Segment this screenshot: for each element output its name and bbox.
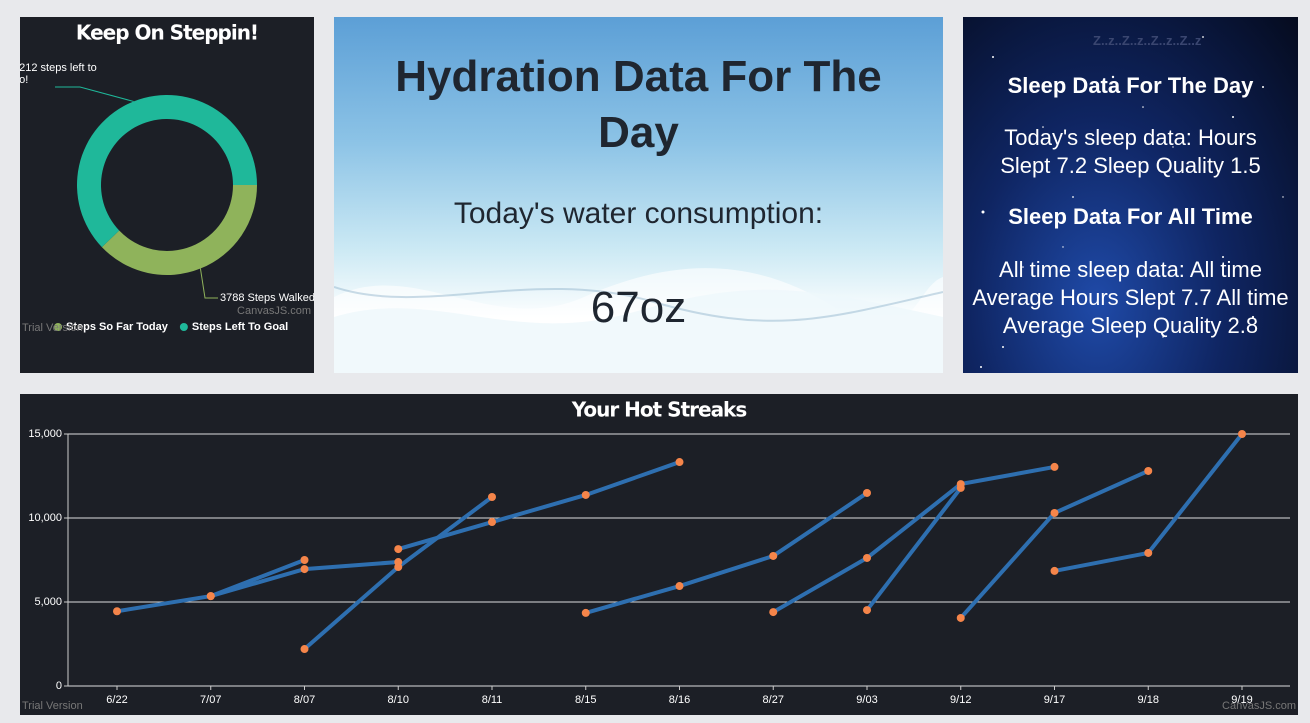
line-series	[772, 464, 1055, 614]
x-tick-label: 8/07	[294, 694, 315, 706]
steps-left-label: 6212 steps left to go!	[20, 62, 97, 86]
point	[394, 563, 403, 572]
legend-marker	[179, 323, 188, 331]
x-tick-label: 6/22	[106, 694, 127, 706]
steps-panel: Keep On Steppin! 3788 Steps Walked Steps S…	[20, 17, 314, 373]
legend-marker	[54, 323, 62, 331]
wave-line	[334, 286, 943, 322]
x-tick-label: 8/27	[763, 694, 784, 706]
chart-title: Keep On Steppin!	[76, 21, 258, 45]
line-series	[303, 495, 494, 651]
sleep-all-time-title: Sleep Data For All Time	[1008, 204, 1253, 229]
point	[300, 556, 309, 564]
sleep-all-time: All time sleep data: All time Average Ho…	[972, 257, 1289, 338]
point	[863, 488, 871, 497]
streaks-panel: Your Hot Streaks 0 5,000 10,000 15,000 6/22 7/…	[20, 394, 1298, 715]
x-tick-label: 8/16	[669, 694, 690, 706]
doughnut-chart: Keep On Steppin! 3788 Steps Walked Steps S…	[22, 21, 314, 334]
sleep-today: Today's sleep data: Hours Slept 7.2 Slee…	[1000, 125, 1261, 178]
point	[300, 565, 309, 574]
watermark: Trial Version	[22, 700, 83, 712]
chart-title: Your Hot Streaks	[571, 398, 747, 422]
hydration-label: Today's water consumption:	[453, 197, 824, 230]
doughnut-slice	[77, 95, 257, 248]
x-tick-label: 9/18	[1138, 694, 1159, 706]
point	[113, 607, 121, 616]
point	[300, 645, 309, 654]
x-tick-label: 9/19	[1231, 694, 1252, 706]
point	[675, 582, 684, 591]
point	[488, 493, 496, 501]
point	[675, 458, 684, 467]
y-tick-label: 10,000	[28, 512, 62, 524]
watermark: Trial Version	[22, 322, 83, 334]
sleep-title: Sleep Data For The Day	[1007, 73, 1254, 98]
point	[206, 592, 215, 601]
point	[956, 613, 965, 622]
data-label: 3788 Steps Walked	[220, 292, 314, 304]
legend-label: Steps So Far Today	[66, 321, 169, 333]
point	[769, 551, 778, 560]
stars	[980, 36, 1284, 368]
point	[581, 608, 590, 617]
line-chart: Your Hot Streaks 0 5,000 10,000 15,000 6/22 7/…	[22, 398, 1296, 712]
line-series	[865, 486, 963, 612]
point	[394, 545, 403, 554]
point	[581, 490, 590, 499]
waves	[334, 268, 943, 373]
line-series	[116, 558, 306, 614]
point	[769, 608, 778, 617]
x-tick-label: 8/10	[388, 694, 409, 706]
line-series	[959, 469, 1150, 620]
x-tick-label: 9/12	[950, 694, 971, 706]
x-tick-label: 8/15	[575, 694, 596, 706]
legend-label: Steps Left To Goal	[192, 321, 288, 333]
x-tick-label: 9/17	[1044, 694, 1065, 706]
y-tick-label: 15,000	[28, 428, 62, 440]
point	[1050, 462, 1059, 471]
line-series	[397, 460, 681, 552]
sleep-decor: Z..z..Z..z..Z..z..Z..z	[1093, 33, 1202, 48]
hydration-title: Hydration Data For The Day	[395, 52, 882, 157]
credit: CanvasJS.com	[1222, 700, 1296, 712]
point	[1050, 508, 1059, 517]
wave	[334, 289, 943, 373]
star-field	[980, 36, 1284, 368]
point	[956, 483, 965, 492]
hydration-amount: 67oz	[590, 283, 687, 332]
sleep-panel: Z..z..Z..z..Z..z..Z..z Sleep Data For Th…	[963, 17, 1298, 373]
point	[1144, 548, 1153, 557]
point	[1144, 466, 1153, 475]
doughnut-slice	[101, 185, 257, 275]
x-tick-label: 9/03	[856, 694, 877, 706]
point	[1050, 566, 1059, 575]
line-series	[585, 491, 869, 615]
x-tick-label: 7/07	[200, 694, 221, 706]
x-tick-label: 8/11	[482, 694, 503, 706]
point	[1238, 430, 1246, 438]
y-tick-label: 5,000	[34, 596, 62, 608]
point	[488, 518, 496, 527]
credit: CanvasJS.com	[237, 305, 311, 317]
leader-line	[199, 268, 218, 299]
hydration-panel: Hydration Data For The Day Today's water…	[334, 17, 943, 373]
point	[863, 606, 871, 615]
leader-line	[55, 86, 134, 102]
y-tick-label: 0	[56, 680, 62, 692]
point	[863, 553, 871, 562]
